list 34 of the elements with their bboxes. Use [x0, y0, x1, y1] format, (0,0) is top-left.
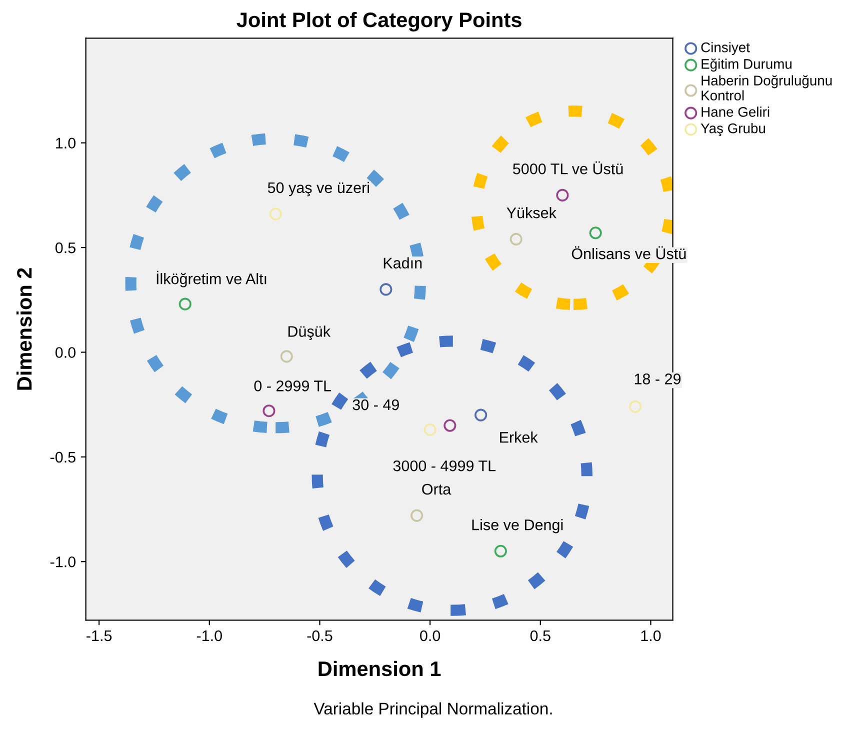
- x-tick-label: 1.0: [641, 630, 661, 642]
- annotation: Düşük: [288, 326, 331, 340]
- annotation: Lise ve Dengi: [472, 519, 563, 534]
- x-tick-label: -1.5: [86, 630, 112, 642]
- x-axis-title: Dimension 1: [318, 660, 441, 676]
- annotation: İlköğretim ve Altı: [156, 270, 266, 288]
- legend-label: Yaş Grubu: [700, 123, 766, 136]
- y-axis-title: Dimension 2: [16, 268, 32, 390]
- annotation: Orta: [422, 484, 452, 495]
- x-tick-label: -1.0: [196, 630, 222, 642]
- annotation: Önlisans ve Üstü: [572, 246, 686, 260]
- annotation: 3000 - 4999 TL: [393, 460, 496, 472]
- annotation: Yüksek: [506, 207, 556, 218]
- y-tick-label: -0.5: [50, 452, 76, 463]
- annotation: 0 - 2999 TL: [254, 380, 332, 392]
- legend-label: Haberin Doğruluğunu Kontrol: [702, 75, 832, 100]
- text: Variable Principal Normalization.: [314, 702, 552, 718]
- legend-label: Cinsiyet: [701, 42, 750, 56]
- annotation: Kadın: [384, 257, 422, 269]
- annotation: 30 - 49: [352, 399, 399, 410]
- annotation: 50 yaş ve üzeri: [268, 182, 370, 196]
- y-tick-label: 0.5: [55, 242, 76, 254]
- y-tick-label: 0.0: [55, 347, 76, 358]
- x-tick-label: 0.5: [530, 630, 550, 642]
- annotation: Erkek: [500, 432, 538, 443]
- legend-label: Eğitim Durumu: [702, 58, 792, 72]
- chart-title: Joint Plot of Category Points: [236, 12, 522, 32]
- x-tick-label: -0.5: [307, 630, 332, 642]
- annotation: 5000 TL ve Üstü: [513, 161, 623, 174]
- y-tick-label: 1.0: [56, 138, 76, 149]
- y-tick-label: -1.0: [50, 556, 76, 568]
- x-tick-label: 0.0: [420, 630, 440, 642]
- annotation: 18 - 29: [634, 374, 681, 384]
- legend-label: Hane Geliri: [702, 106, 770, 117]
